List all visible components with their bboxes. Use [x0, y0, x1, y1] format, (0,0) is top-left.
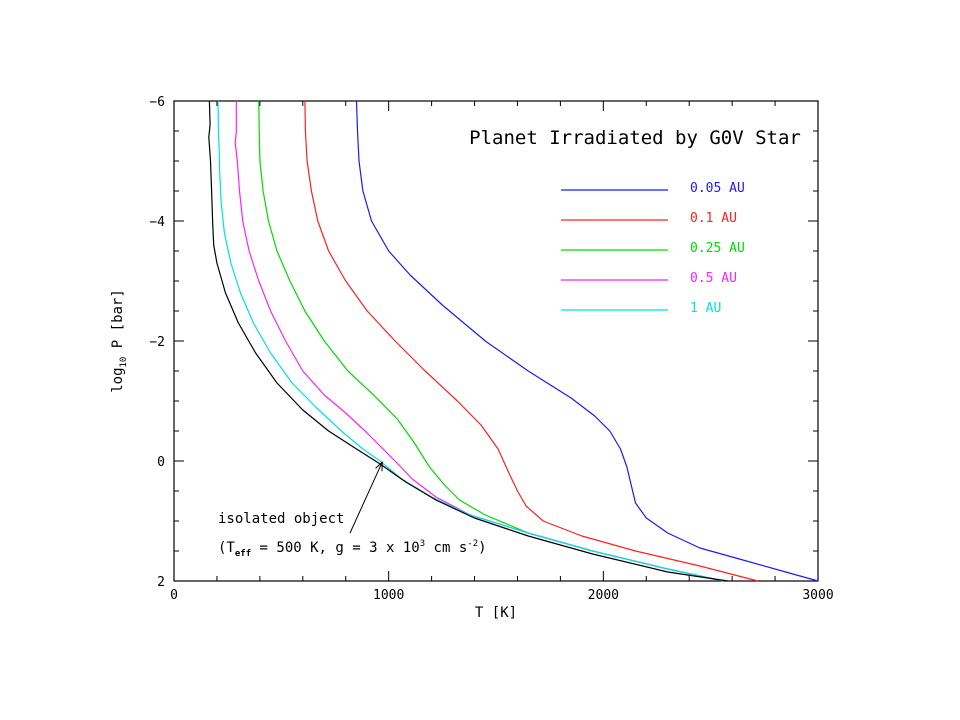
legend-label: 1 AU	[690, 301, 721, 316]
series-line-0-1-au	[304, 100, 759, 582]
annotation-label: isolated object	[218, 511, 344, 527]
chart-title: Planet Irradiated by G0V Star	[469, 127, 801, 149]
annotation: isolated object (Teff = 500 K, g = 3 x 1…	[218, 461, 487, 559]
x-tick-label: 1000	[373, 588, 404, 603]
y-axis-label-log: log	[110, 367, 126, 392]
legend: 0.05 AU 0.1 AU 0.25 AU 0.5 AU 1 AU	[561, 181, 745, 316]
ann-b: = 500 K, g = 3 x 10	[251, 540, 420, 556]
axis-ticks	[173, 100, 819, 582]
x-tick-label: 2000	[588, 588, 619, 603]
annotation-arrow	[349, 461, 383, 534]
tick-labels: 0 1000 2000 3000−6−4−202	[149, 95, 833, 603]
x-tick-label: 3000	[802, 588, 833, 603]
legend-label: 0.5 AU	[690, 271, 737, 286]
y-tick-label: −2	[149, 335, 165, 350]
ann-c: cm s	[425, 540, 467, 556]
legend-label: 0.05 AU	[690, 181, 745, 196]
legend-label: 0.25 AU	[690, 241, 745, 256]
plot-frame	[173, 100, 819, 582]
x-tick-label: 0	[170, 588, 178, 603]
legend-label: 0.1 AU	[690, 211, 737, 226]
ann-d: )	[478, 540, 486, 556]
series-line-1-au	[217, 100, 724, 582]
y-tick-label: −4	[149, 215, 165, 230]
series-line-0-05-au	[355, 100, 819, 582]
x-axis-label: T [K]	[475, 605, 517, 621]
y-tick-label: 0	[157, 455, 165, 470]
ann-a: (T	[218, 540, 235, 556]
series-line-0-25-au	[258, 100, 724, 582]
annotation-params: (Teff = 500 K, g = 3 x 103 cm s-2)	[218, 539, 487, 559]
ann-sup2: -2	[467, 539, 478, 549]
y-tick-label: −6	[149, 95, 165, 110]
ann-sub: eff	[235, 549, 251, 559]
ann-sup: 3	[420, 539, 425, 549]
y-axis-label: log10 P [bar]	[110, 289, 129, 393]
series-lines	[208, 100, 819, 582]
annotation-arrowhead	[375, 461, 383, 472]
y-tick-label: 2	[157, 575, 165, 590]
y-axis-label-sub: 10	[119, 357, 129, 368]
series-line-isolated-object	[208, 100, 728, 582]
y-axis-label-rest: P [bar]	[110, 289, 126, 356]
